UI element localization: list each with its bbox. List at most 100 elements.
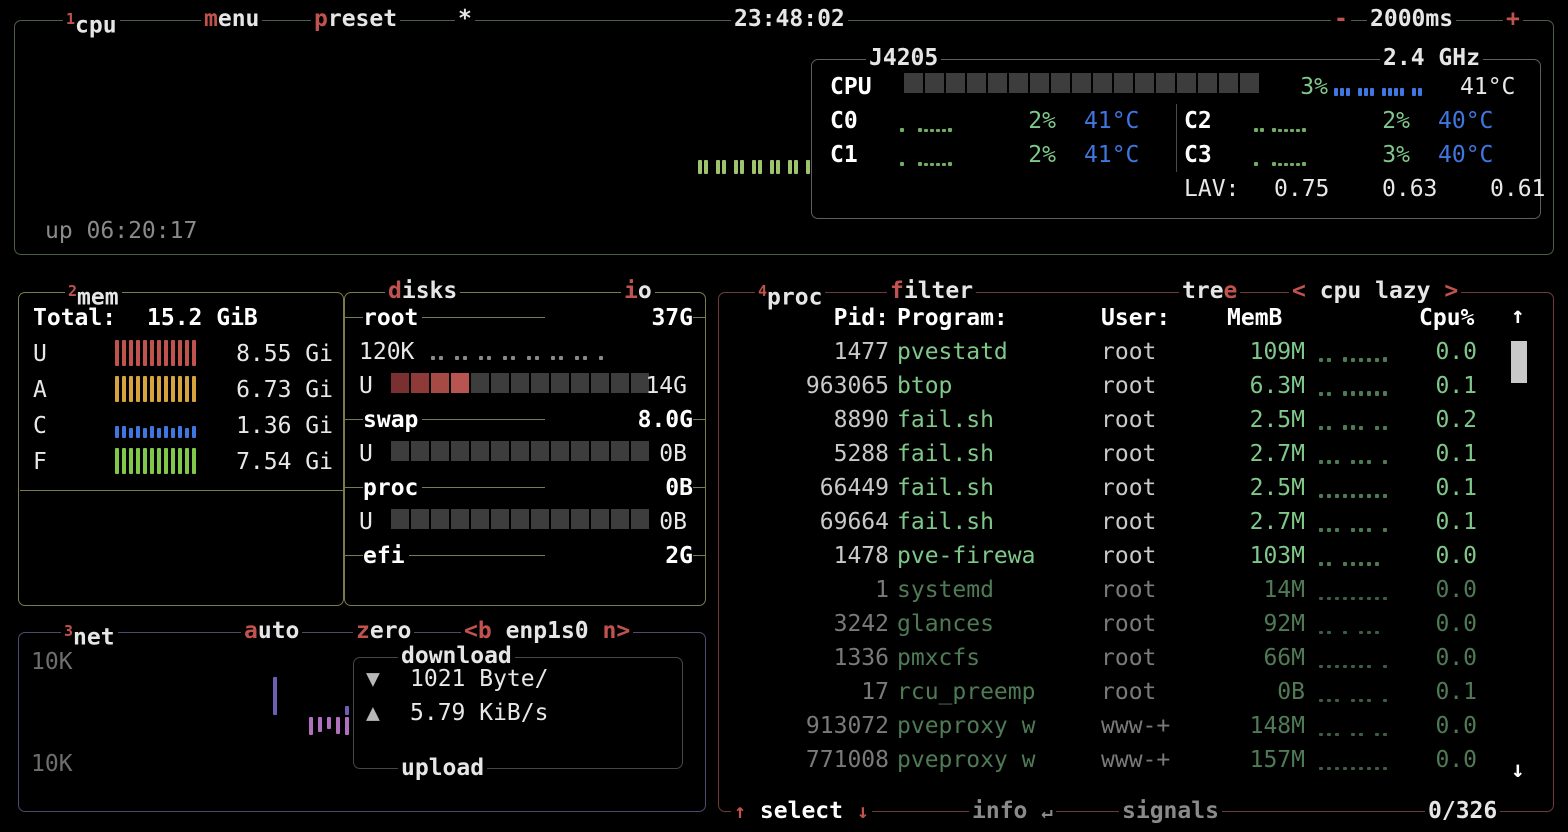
process-mem: 66M (1263, 645, 1305, 671)
process-mem: 2.5M (1249, 407, 1305, 433)
cpu-total-meter (904, 73, 1259, 93)
core-graph-c1 (900, 152, 952, 166)
core-graph-c3 (1254, 152, 1306, 166)
mem-panel-label: mem (77, 284, 119, 311)
disk-name: proc (363, 471, 423, 505)
uptime-text: up 06:20:17 (45, 218, 198, 244)
process-user: root (1101, 407, 1157, 433)
process-cpu: 0.0 (1435, 339, 1477, 365)
process-user: root (1101, 645, 1157, 671)
process-mem: 14M (1263, 577, 1305, 603)
process-mem: 6.3M (1249, 373, 1305, 399)
process-cpu: 0.0 (1435, 611, 1477, 637)
core-label-c0: C0 (830, 108, 858, 134)
net-auto-button[interactable]: auto (241, 616, 303, 646)
process-cpu-graph (1319, 421, 1387, 430)
filter-hotkey: f (890, 278, 904, 304)
update-interval-decrease-button[interactable]: - (1331, 4, 1351, 34)
proc-signals-keybind[interactable]: signals (1119, 796, 1222, 826)
mem-panel-title[interactable]: 2mem (65, 276, 122, 313)
proc-panel-title[interactable]: 4proc (755, 276, 826, 313)
process-cpu-graph (1319, 353, 1387, 362)
process-cpu: 0.0 (1435, 747, 1477, 773)
disk-usage-meter (391, 509, 649, 529)
process-user: root (1101, 611, 1157, 637)
process-cpu: 0.1 (1435, 373, 1477, 399)
disk-size: 2G (545, 539, 693, 573)
process-cpu: 0.1 (1435, 679, 1477, 705)
process-cpu-graph (1319, 625, 1387, 634)
process-mem: 92M (1263, 611, 1305, 637)
proc-sort-selector[interactable]: < cpu lazy > (1289, 276, 1462, 306)
sort-direction-icon[interactable]: ↑ (1511, 303, 1525, 329)
io-label: o (637, 278, 652, 304)
select-label: select (759, 798, 843, 824)
process-user: root (1101, 339, 1157, 365)
proc-panel: 4proc filter tree < cpu lazy > Pid: Prog… (718, 276, 1554, 827)
core-percent-c2: 2% (1382, 108, 1410, 134)
process-cpu: 0.1 (1435, 441, 1477, 467)
process-name: pveproxy w (897, 713, 1036, 739)
mem-row-graph (115, 376, 196, 402)
disk-name: root (363, 301, 423, 335)
cpu-detail-box: J4205 2.4 GHz CPU 3% 41°C C0 2% 41°C C1 … (811, 43, 1545, 219)
disk-usage-meter (391, 373, 649, 393)
disk-used-value: 0B (659, 509, 687, 535)
disk-size: 0B (545, 471, 693, 505)
column-header-cpu[interactable]: Cpu% (1419, 305, 1475, 331)
proc-info-keybind[interactable]: info ↵ (969, 796, 1056, 827)
column-header-program[interactable]: Program: (897, 305, 1008, 331)
process-name: glances (897, 611, 994, 637)
signals-label: signals (1122, 798, 1219, 824)
process-cpu-graph (1319, 659, 1387, 668)
upload-value: 5.79 KiB/s (410, 700, 549, 726)
process-user: root (1101, 509, 1157, 535)
cpu-temp-graph (1334, 82, 1422, 96)
process-name: pveproxy w (897, 747, 1036, 773)
mem-panel-number: 2 (68, 282, 78, 300)
load-average-label: LAV: (1184, 176, 1240, 202)
update-interval-increase-button[interactable]: + (1503, 4, 1523, 34)
menu-button[interactable]: menu (201, 4, 263, 34)
proc-scrollbar-thumb[interactable] (1511, 341, 1527, 383)
proc-filter-button[interactable]: filter (887, 276, 977, 306)
core-label-c2: C2 (1184, 108, 1212, 134)
process-name: fail.sh (897, 509, 994, 535)
process-pid: 1336 (833, 645, 889, 671)
process-name: fail.sh (897, 407, 994, 433)
cpu-panel-title[interactable]: 1cpu (63, 4, 120, 41)
cpu-total-label: CPU (830, 74, 872, 100)
proc-select-keybind[interactable]: ↑ select ↓ (731, 796, 872, 826)
net-panel-title[interactable]: 3net (61, 616, 118, 653)
disk-used-label: U (359, 441, 373, 467)
proc-tree-toggle[interactable]: tree (1179, 276, 1241, 306)
preset-button[interactable]: preset (311, 4, 401, 34)
column-header-mem[interactable]: MemB (1227, 305, 1283, 331)
column-header-pid[interactable]: Pid: (833, 305, 889, 331)
select-down-icon: ↓ (856, 799, 869, 823)
disks-hotkey: d (388, 278, 402, 304)
process-mem: 0B (1277, 679, 1305, 705)
scroll-down-icon[interactable]: ↓ (1511, 757, 1525, 783)
disk-io-rate: 120K (359, 339, 415, 365)
process-pid: 17 (861, 679, 889, 705)
prev-interface-icon: <b (464, 618, 492, 644)
mem-row-value: 8.55 Gi (236, 341, 333, 367)
process-user: root (1101, 679, 1157, 705)
process-pid: 913072 (805, 713, 889, 739)
disk-name: efi (363, 539, 409, 573)
process-cpu: 0.0 (1435, 543, 1477, 569)
mem-total-value: 15.2 GiB (147, 305, 258, 331)
disk-divider (345, 317, 705, 318)
minus-icon: - (1334, 6, 1348, 32)
process-cpu-graph (1319, 455, 1387, 464)
mem-row-graph (115, 412, 196, 438)
process-pid: 66449 (819, 475, 889, 501)
process-pid: 8890 (833, 407, 889, 433)
column-header-user[interactable]: User: (1101, 305, 1171, 331)
process-cpu-graph (1319, 727, 1387, 736)
mem-total-label: Total: (33, 305, 117, 331)
enter-icon: ↵ (1041, 801, 1053, 823)
process-name: rcu_preemp (897, 679, 1036, 705)
disk-used-value: 14G (645, 373, 687, 399)
